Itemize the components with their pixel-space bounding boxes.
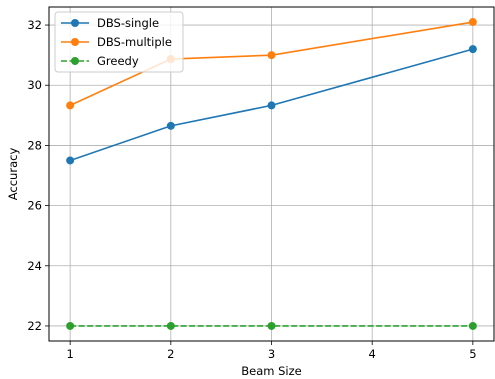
legend-label: DBS-single xyxy=(97,16,159,30)
y-axis-ticks: 22 24 26 28 30 32 xyxy=(27,18,49,333)
x-tick-label: 1 xyxy=(66,347,73,361)
series-dbs-single xyxy=(66,45,477,165)
y-axis-label: Accuracy xyxy=(6,148,20,201)
data-point xyxy=(166,321,175,330)
data-point xyxy=(166,121,175,130)
y-tick-label: 28 xyxy=(27,138,42,152)
y-tick-label: 22 xyxy=(27,319,42,333)
legend-label: Greedy xyxy=(97,54,139,68)
x-tick-label: 5 xyxy=(469,347,476,361)
data-point xyxy=(468,18,477,27)
legend-box xyxy=(54,11,184,73)
legend-items: DBS-single DBS-multiple Greedy xyxy=(61,16,172,68)
legend-swatch-marker xyxy=(71,38,79,46)
data-point xyxy=(66,321,75,330)
legend-swatch-marker xyxy=(71,19,79,27)
series-line xyxy=(69,48,474,162)
legend-entry: DBS-multiple xyxy=(61,35,172,49)
legend-entry: Greedy xyxy=(61,54,139,68)
data-point xyxy=(267,321,276,330)
data-point xyxy=(267,51,276,60)
x-tick-label: 2 xyxy=(167,347,174,361)
y-tick-label: 26 xyxy=(27,199,42,213)
x-tick-label: 3 xyxy=(268,347,275,361)
legend-entry: DBS-single xyxy=(61,16,159,30)
series-greedy xyxy=(66,321,477,330)
x-axis-label: Beam Size xyxy=(241,364,301,378)
y-tick-label: 24 xyxy=(27,259,42,273)
data-point xyxy=(267,101,276,110)
legend-label: DBS-multiple xyxy=(97,35,172,49)
data-point xyxy=(66,156,75,165)
y-tick-label: 32 xyxy=(27,18,42,32)
series-line xyxy=(69,21,473,107)
data-point xyxy=(468,45,477,54)
legend: DBS-single DBS-multiple Greedy xyxy=(54,11,184,73)
legend-swatch-marker xyxy=(71,57,79,65)
x-tick-label: 4 xyxy=(369,347,376,361)
data-point xyxy=(468,321,477,330)
y-tick-label: 30 xyxy=(27,78,42,92)
data-point xyxy=(66,101,75,110)
x-axis-ticks: 1 2 3 4 5 xyxy=(66,341,477,361)
